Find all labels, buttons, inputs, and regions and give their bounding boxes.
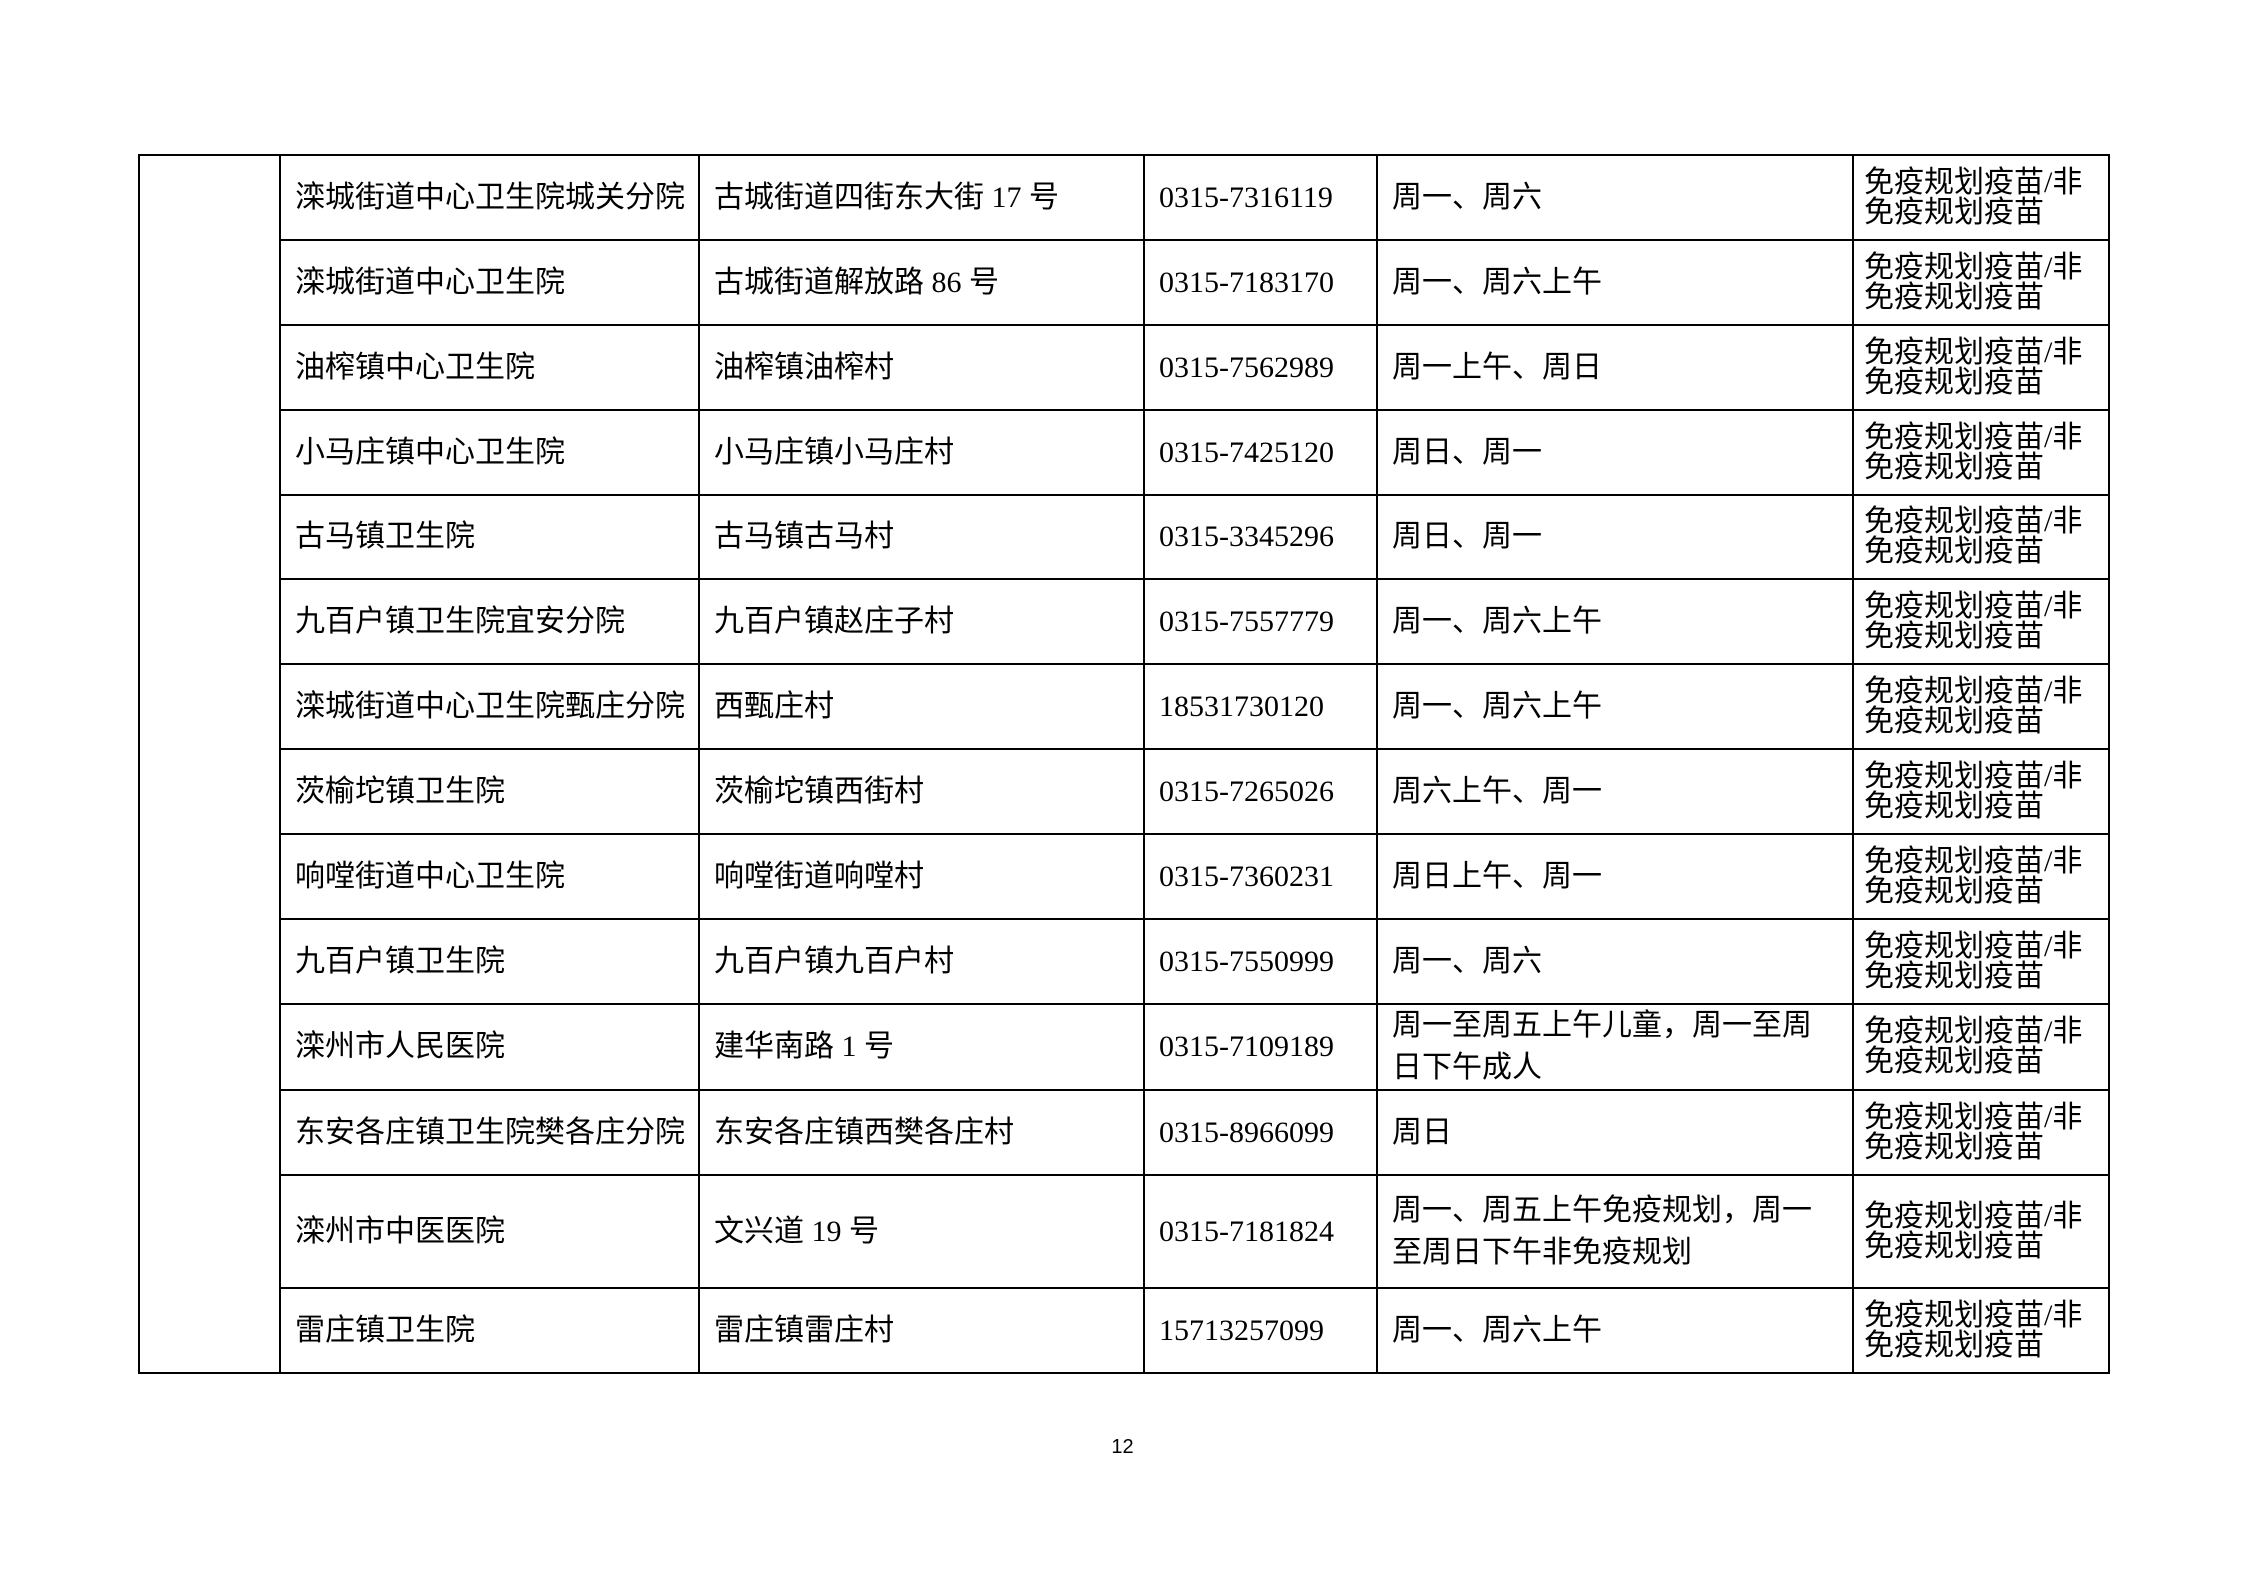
vaccine-type-cell: 免疫规划疫苗/非免疫规划疫苗 — [1852, 154, 2110, 241]
vaccination-sites-table: 滦城街道中心卫生院城关分院 古城街道四街东大街 17 号 0315-7316119 周… — [138, 154, 2110, 1374]
schedule-cell: 周一、周六上午 — [1376, 578, 1854, 665]
table-row: 东安各庄镇卫生院樊各庄分院 东安各庄镇西樊各庄村 0315-8966099 周日 免疫规… — [139, 1089, 2110, 1176]
phone-cell: 0315-7316119 — [1143, 154, 1378, 241]
vaccine-type-cell: 免疫规划疫苗/非免疫规划疫苗 — [1852, 324, 2110, 411]
vaccine-type-cell: 免疫规划疫苗/非免疫规划疫苗 — [1852, 1089, 2110, 1176]
table-row: 九百户镇卫生院宜安分院 九百户镇赵庄子村 0315-7557779 周一、周六上午 免疫… — [139, 578, 2110, 665]
phone-cell: 0315-3345296 — [1143, 494, 1378, 580]
table-row: 古马镇卫生院 古马镇古马村 0315-3345296 周日、周一 免疫规划疫苗/非免疫规… — [139, 494, 2110, 580]
table-row: 九百户镇卫生院 九百户镇九百户村 0315-7550999 周一、周六 免疫规划疫苗/非… — [139, 918, 2110, 1005]
table-row: 滦城街道中心卫生院城关分院 古城街道四街东大街 17 号 0315-7316119 周… — [138, 154, 2110, 1374]
site-name-cell: 雷庄镇卫生院 — [279, 1287, 700, 1374]
phone-cell: 0315-7550999 — [1143, 918, 1378, 1005]
phone-cell: 0315-8966099 — [1143, 1089, 1378, 1176]
schedule-cell: 周一、周六 — [1376, 918, 1854, 1005]
vaccine-type-cell: 免疫规划疫苗/非免疫规划疫苗 — [1852, 239, 2110, 326]
phone-cell: 0315-7181824 — [1143, 1174, 1378, 1289]
table-row: 滦城街道中心卫生院甄庄分院 西甄庄村 18531730120 周一、周六上午 免疫规划疫… — [139, 663, 2110, 750]
address-cell: 茨榆坨镇西街村 — [698, 748, 1145, 835]
address-cell: 古城街道四街东大街 17 号 — [698, 154, 1145, 241]
page-number: 12 — [1111, 1436, 1134, 1458]
table-row: 滦城街道中心卫生院 古城街道解放路 86 号 0315-7183170 周一、周六上午… — [139, 239, 2110, 326]
table-row: 响嘡街道中心卫生院 响嘡街道响嘡村 0315-7360231 周日上午、周一 免疫规划疫… — [139, 833, 2110, 920]
vaccine-type-cell: 免疫规划疫苗/非免疫规划疫苗 — [1852, 918, 2110, 1005]
site-name-cell: 九百户镇卫生院 — [279, 918, 700, 1005]
table-row: 油榨镇中心卫生院 油榨镇油榨村 0315-7562989 周一上午、周日 免疫规划疫苗/… — [139, 324, 2110, 411]
schedule-cell: 周一上午、周日 — [1376, 324, 1854, 411]
schedule-cell: 周六上午、周一 — [1376, 748, 1854, 835]
phone-cell: 0315-7265026 — [1143, 748, 1378, 835]
schedule-cell: 周一、周六上午 — [1376, 239, 1854, 326]
vaccine-type-cell: 免疫规划疫苗/非免疫规划疫苗 — [1852, 494, 2110, 580]
address-cell: 雷庄镇雷庄村 — [698, 1287, 1145, 1374]
site-name-cell: 滦城街道中心卫生院 — [279, 239, 700, 326]
address-cell: 响嘡街道响嘡村 — [698, 833, 1145, 920]
phone-cell: 0315-7425120 — [1143, 409, 1378, 496]
vaccine-type-cell: 免疫规划疫苗/非免疫规划疫苗 — [1852, 833, 2110, 920]
site-name-cell: 响嘡街道中心卫生院 — [279, 833, 700, 920]
vaccine-type-cell: 免疫规划疫苗/非免疫规划疫苗 — [1852, 578, 2110, 665]
vaccine-type-cell: 免疫规划疫苗/非免疫规划疫苗 — [1852, 1287, 2110, 1374]
table-row: 雷庄镇卫生院 雷庄镇雷庄村 15713257099 周一、周六上午 免疫规划疫苗/非免疫… — [139, 1287, 2110, 1374]
site-name-cell: 滦城街道中心卫生院甄庄分院 — [279, 663, 700, 750]
address-cell: 九百户镇九百户村 — [698, 918, 1145, 1005]
site-name-cell: 小马庄镇中心卫生院 — [279, 409, 700, 496]
schedule-cell: 周一、周六上午 — [1376, 663, 1854, 750]
phone-cell: 0315-7109189 — [1143, 1003, 1378, 1091]
phone-cell: 18531730120 — [1143, 663, 1378, 750]
site-name-cell: 九百户镇卫生院宜安分院 — [279, 578, 700, 665]
address-cell: 九百户镇赵庄子村 — [698, 578, 1145, 665]
address-cell: 油榨镇油榨村 — [698, 324, 1145, 411]
vaccine-type-cell: 免疫规划疫苗/非免疫规划疫苗 — [1852, 663, 2110, 750]
schedule-cell: 周一、周五上午免疫规划，周一至周日下午非免疫规划 — [1376, 1174, 1854, 1289]
site-name-cell: 滦州市中医医院 — [279, 1174, 700, 1289]
address-cell: 古马镇古马村 — [698, 494, 1145, 580]
table-row: 滦州市中医医院 文兴道 19 号 0315-7181824 周一、周五上午免疫规划，周… — [139, 1174, 2110, 1289]
table-row: 滦州市人民医院 建华南路 1 号 0315-7109189 周一至周五上午儿童，周一至… — [139, 1003, 2110, 1091]
site-name-cell: 油榨镇中心卫生院 — [279, 324, 700, 411]
site-name-cell: 滦城街道中心卫生院城关分院 — [279, 154, 700, 241]
address-cell: 小马庄镇小马庄村 — [698, 409, 1145, 496]
address-cell: 建华南路 1 号 — [698, 1003, 1145, 1091]
schedule-cell: 周一至周五上午儿童，周一至周日下午成人 — [1376, 1003, 1854, 1091]
site-name-cell: 东安各庄镇卫生院樊各庄分院 — [279, 1089, 700, 1176]
vaccine-type-cell: 免疫规划疫苗/非免疫规划疫苗 — [1852, 748, 2110, 835]
schedule-cell: 周日 — [1376, 1089, 1854, 1176]
address-cell: 东安各庄镇西樊各庄村 — [698, 1089, 1145, 1176]
schedule-cell: 周日、周一 — [1376, 409, 1854, 496]
district-cell — [138, 154, 281, 1374]
address-cell: 文兴道 19 号 — [698, 1174, 1145, 1289]
table-row: 茨榆坨镇卫生院 茨榆坨镇西街村 0315-7265026 周六上午、周一 免疫规划疫苗/… — [139, 748, 2110, 835]
schedule-cell: 周日上午、周一 — [1376, 833, 1854, 920]
vaccine-type-cell: 免疫规划疫苗/非免疫规划疫苗 — [1852, 1003, 2110, 1091]
schedule-cell: 周日、周一 — [1376, 494, 1854, 580]
vaccine-type-cell: 免疫规划疫苗/非免疫规划疫苗 — [1852, 409, 2110, 496]
schedule-cell: 周一、周六 — [1376, 154, 1854, 241]
phone-cell: 0315-7562989 — [1143, 324, 1378, 411]
address-cell: 西甄庄村 — [698, 663, 1145, 750]
phone-cell: 0315-7360231 — [1143, 833, 1378, 920]
phone-cell: 0315-7183170 — [1143, 239, 1378, 326]
site-name-cell: 古马镇卫生院 — [279, 494, 700, 580]
phone-cell: 0315-7557779 — [1143, 578, 1378, 665]
site-name-cell: 茨榆坨镇卫生院 — [279, 748, 700, 835]
site-name-cell: 滦州市人民医院 — [279, 1003, 700, 1091]
phone-cell: 15713257099 — [1143, 1287, 1378, 1374]
schedule-cell: 周一、周六上午 — [1376, 1287, 1854, 1374]
vaccine-type-cell: 免疫规划疫苗/非免疫规划疫苗 — [1852, 1174, 2110, 1289]
table-row: 小马庄镇中心卫生院 小马庄镇小马庄村 0315-7425120 周日、周一 免疫规划疫苗… — [139, 409, 2110, 496]
address-cell: 古城街道解放路 86 号 — [698, 239, 1145, 326]
